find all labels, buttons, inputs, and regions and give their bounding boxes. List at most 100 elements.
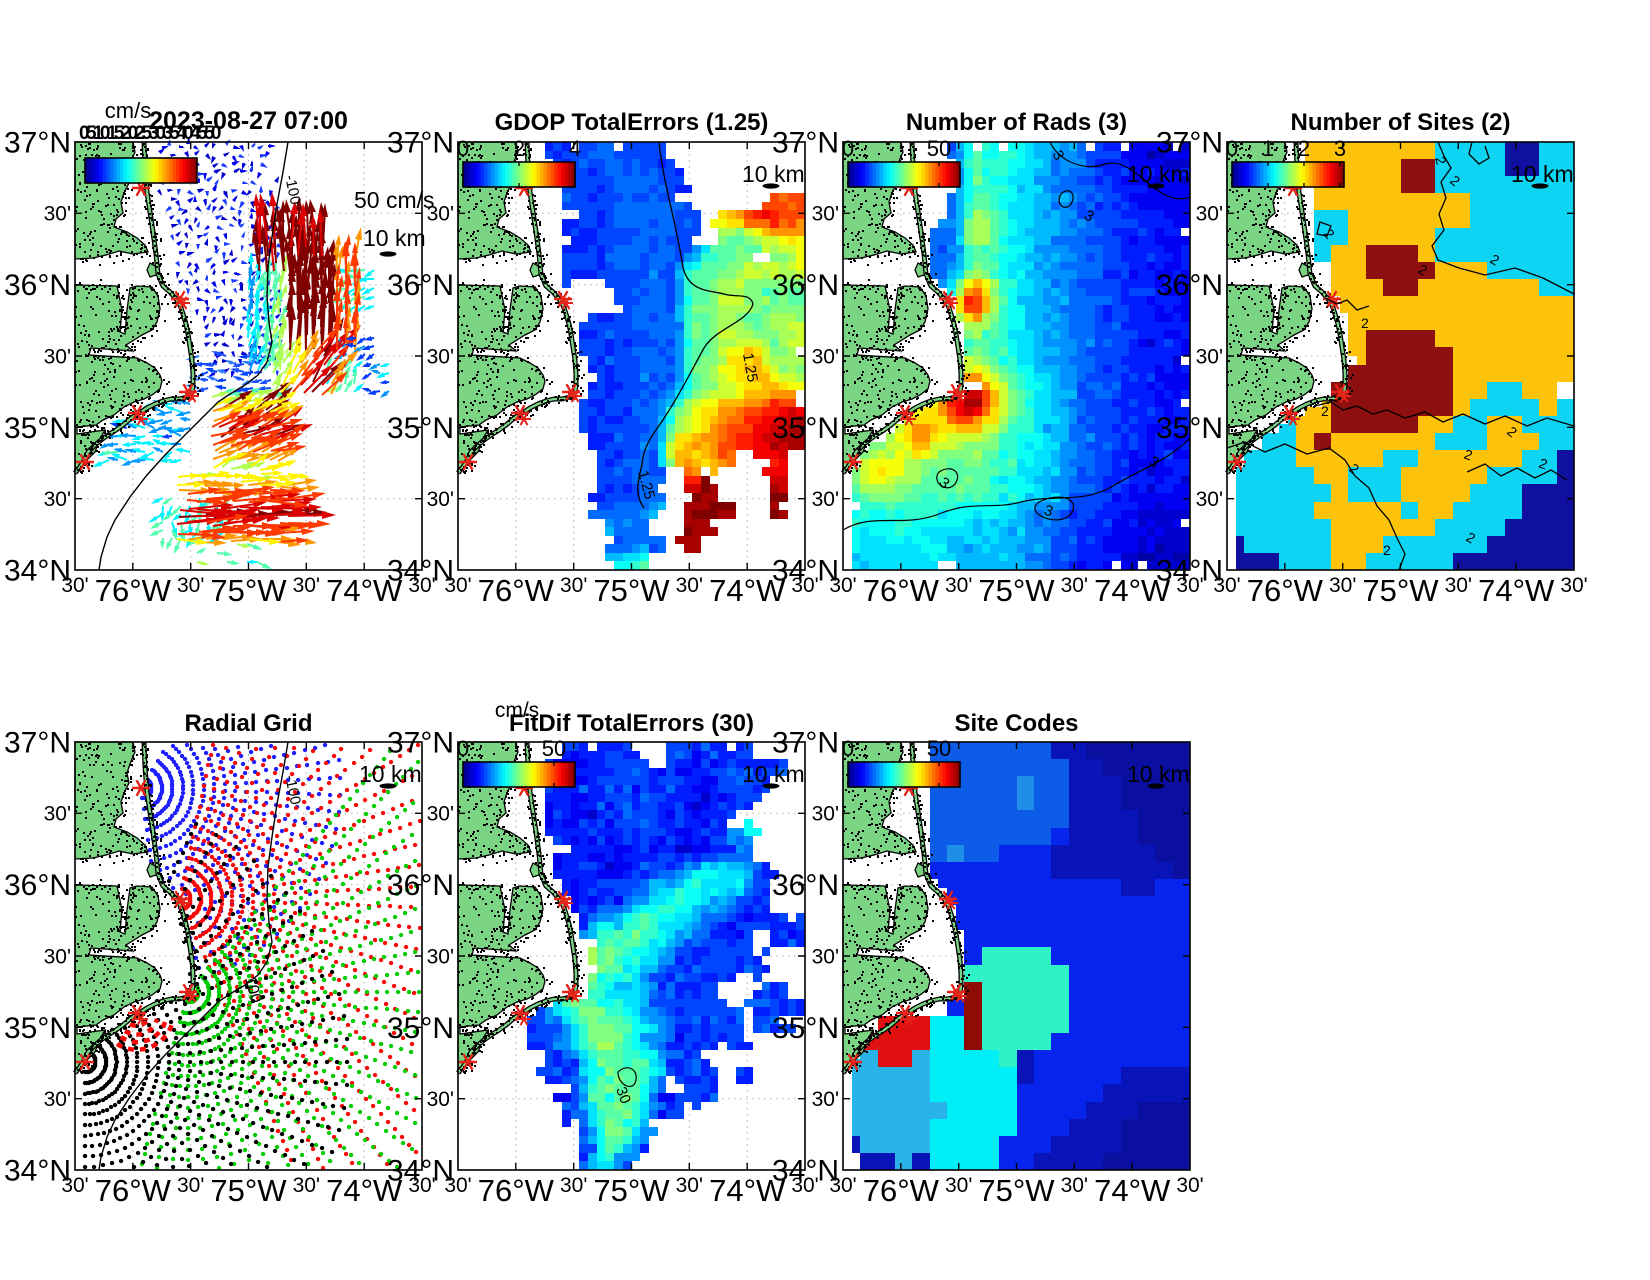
svg-text:30': 30' [44, 488, 71, 511]
svg-text:30': 30' [945, 1174, 972, 1197]
svg-text:10 km: 10 km [742, 161, 805, 187]
svg-text:FitDif TotalErrors (30): FitDif TotalErrors (30) [509, 710, 754, 737]
svg-text:75°W: 75°W [978, 1173, 1055, 1208]
svg-text:34°N: 34°N [772, 555, 839, 588]
svg-text:76°W: 76°W [95, 573, 172, 608]
svg-text:10 km: 10 km [742, 761, 805, 787]
svg-text:30': 30' [829, 574, 856, 597]
svg-text:30': 30' [1560, 574, 1587, 597]
svg-text:35°N: 35°N [387, 1012, 454, 1045]
svg-text:30': 30' [812, 203, 839, 226]
svg-text:30': 30' [1196, 488, 1223, 511]
svg-text:30': 30' [560, 574, 587, 597]
svg-text:0: 0 [457, 136, 469, 161]
svg-text:2: 2 [1321, 403, 1329, 419]
svg-text:74°W: 74°W [326, 573, 403, 608]
svg-text:Site Codes: Site Codes [954, 710, 1078, 737]
svg-text:30': 30' [560, 1174, 587, 1197]
svg-text:2: 2 [1432, 155, 1450, 167]
svg-text:30': 30' [1196, 203, 1223, 226]
svg-text:30': 30' [791, 574, 818, 597]
svg-text:30': 30' [676, 574, 703, 597]
svg-text:37°N: 37°N [772, 127, 839, 160]
svg-text:100: 100 [241, 975, 264, 1005]
svg-text:30': 30' [444, 574, 471, 597]
svg-text:30': 30' [408, 574, 435, 597]
svg-text:30': 30' [44, 803, 71, 826]
svg-text:1.25: 1.25 [634, 469, 658, 502]
svg-text:74°W: 74°W [1478, 573, 1555, 608]
svg-text:30': 30' [427, 1088, 454, 1111]
svg-text:75°W: 75°W [978, 573, 1055, 608]
svg-text:30': 30' [427, 945, 454, 968]
svg-text:30': 30' [44, 203, 71, 226]
svg-text:10 km: 10 km [359, 761, 422, 787]
svg-text:37°N: 37°N [4, 727, 71, 760]
svg-text:37°N: 37°N [1156, 127, 1223, 160]
svg-text:30': 30' [408, 1174, 435, 1197]
svg-text:1.25: 1.25 [739, 352, 761, 384]
svg-text:0: 0 [842, 136, 854, 161]
svg-text:76°W: 76°W [863, 1173, 940, 1208]
svg-text:30': 30' [945, 574, 972, 597]
svg-text:30': 30' [444, 1174, 471, 1197]
svg-text:2: 2 [1361, 315, 1369, 331]
svg-text:36°N: 36°N [1156, 269, 1223, 302]
svg-text:10 km: 10 km [1127, 161, 1190, 187]
svg-text:37°N: 37°N [772, 727, 839, 760]
svg-text:34°N: 34°N [387, 555, 454, 588]
svg-text:36°N: 36°N [4, 869, 71, 902]
svg-text:30': 30' [44, 1088, 71, 1111]
svg-text:30': 30' [1445, 574, 1472, 597]
svg-text:76°W: 76°W [478, 573, 555, 608]
svg-text:30': 30' [427, 488, 454, 511]
svg-text:30': 30' [293, 1174, 320, 1197]
svg-text:Number of Sites (2): Number of Sites (2) [1290, 109, 1510, 136]
svg-text:75°W: 75°W [593, 573, 670, 608]
svg-text:35°N: 35°N [4, 412, 71, 445]
svg-text:36°N: 36°N [772, 269, 839, 302]
svg-text:74°W: 74°W [709, 1173, 786, 1208]
svg-text:10 km: 10 km [1127, 761, 1190, 787]
svg-text:2: 2 [513, 136, 525, 161]
svg-text:30': 30' [61, 1174, 88, 1197]
svg-text:30': 30' [44, 945, 71, 968]
svg-text:30': 30' [1061, 1174, 1088, 1197]
svg-text:30': 30' [427, 345, 454, 368]
svg-text:30': 30' [177, 574, 204, 597]
svg-text:74°W: 74°W [1094, 573, 1171, 608]
svg-text:50: 50 [927, 736, 951, 761]
svg-text:cm/s: cm/s [495, 699, 539, 722]
svg-text:30': 30' [1213, 574, 1240, 597]
svg-text:34°N: 34°N [772, 1155, 839, 1188]
svg-text:34°N: 34°N [4, 555, 71, 588]
svg-text:30': 30' [1196, 345, 1223, 368]
svg-text:76°W: 76°W [95, 1173, 172, 1208]
svg-text:35°N: 35°N [772, 412, 839, 445]
svg-text:30': 30' [829, 1174, 856, 1197]
svg-text:30': 30' [812, 488, 839, 511]
svg-text:76°W: 76°W [478, 1173, 555, 1208]
svg-text:30': 30' [812, 345, 839, 368]
svg-text:34°N: 34°N [4, 1155, 71, 1188]
svg-text:cm/s: cm/s [105, 98, 151, 123]
svg-text:37°N: 37°N [387, 127, 454, 160]
svg-text:30': 30' [61, 574, 88, 597]
svg-text:10 km: 10 km [1511, 161, 1574, 187]
svg-text:76°W: 76°W [863, 573, 940, 608]
svg-text:35°N: 35°N [4, 1012, 71, 1045]
svg-text:36°N: 36°N [387, 869, 454, 902]
svg-text:30': 30' [1176, 574, 1203, 597]
svg-text:75°W: 75°W [1362, 573, 1439, 608]
svg-text:50: 50 [927, 136, 951, 161]
svg-text:Radial Grid: Radial Grid [184, 710, 312, 737]
svg-text:0: 0 [1226, 136, 1238, 161]
svg-text:36°N: 36°N [772, 869, 839, 902]
svg-text:Number of Rads (3): Number of Rads (3) [906, 109, 1127, 136]
svg-text:37°N: 37°N [4, 127, 71, 160]
svg-text:0: 0 [457, 736, 469, 761]
svg-text:74°W: 74°W [709, 573, 786, 608]
svg-text:30': 30' [1176, 1174, 1203, 1197]
svg-text:30: 30 [612, 1085, 634, 1106]
svg-text:76°W: 76°W [1247, 573, 1324, 608]
